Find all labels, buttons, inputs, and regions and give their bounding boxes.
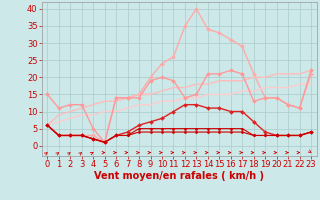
X-axis label: Vent moyen/en rafales ( km/h ): Vent moyen/en rafales ( km/h ): [94, 171, 264, 181]
